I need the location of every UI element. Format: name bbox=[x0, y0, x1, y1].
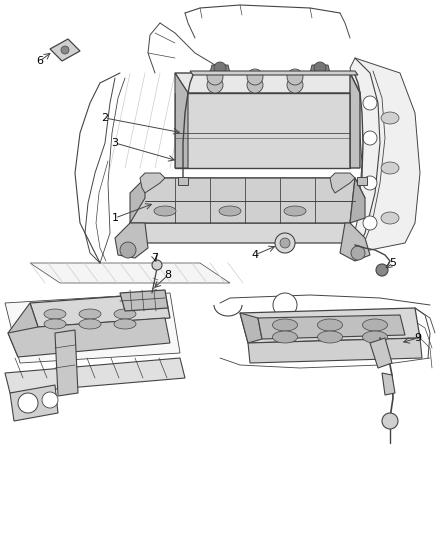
Circle shape bbox=[247, 69, 263, 85]
Circle shape bbox=[314, 62, 326, 74]
Polygon shape bbox=[50, 39, 80, 61]
Ellipse shape bbox=[363, 319, 388, 331]
Polygon shape bbox=[190, 71, 358, 75]
Polygon shape bbox=[175, 73, 188, 168]
Polygon shape bbox=[370, 338, 392, 368]
Text: 9: 9 bbox=[414, 333, 421, 343]
Circle shape bbox=[351, 246, 365, 260]
Circle shape bbox=[363, 176, 377, 190]
Circle shape bbox=[207, 77, 223, 93]
Ellipse shape bbox=[381, 162, 399, 174]
Circle shape bbox=[207, 69, 223, 85]
Polygon shape bbox=[8, 303, 38, 357]
Ellipse shape bbox=[381, 212, 399, 224]
Polygon shape bbox=[240, 308, 420, 343]
Ellipse shape bbox=[79, 319, 101, 329]
Polygon shape bbox=[130, 178, 355, 223]
Text: 1: 1 bbox=[112, 213, 119, 223]
Circle shape bbox=[152, 260, 162, 270]
Circle shape bbox=[18, 393, 38, 413]
Polygon shape bbox=[145, 178, 365, 198]
Polygon shape bbox=[258, 315, 405, 339]
Circle shape bbox=[287, 69, 303, 85]
Circle shape bbox=[363, 96, 377, 110]
Polygon shape bbox=[5, 293, 180, 363]
Ellipse shape bbox=[284, 206, 306, 216]
Polygon shape bbox=[310, 65, 330, 73]
Polygon shape bbox=[8, 318, 170, 357]
Polygon shape bbox=[175, 93, 350, 168]
Polygon shape bbox=[10, 385, 58, 421]
Polygon shape bbox=[130, 178, 145, 223]
Ellipse shape bbox=[318, 319, 343, 331]
Polygon shape bbox=[240, 313, 262, 343]
Text: 6: 6 bbox=[36, 56, 43, 66]
Text: 2: 2 bbox=[102, 113, 109, 123]
Circle shape bbox=[247, 77, 263, 93]
Polygon shape bbox=[55, 330, 78, 396]
Circle shape bbox=[61, 46, 69, 54]
Circle shape bbox=[275, 233, 295, 253]
Circle shape bbox=[363, 216, 377, 230]
Polygon shape bbox=[382, 373, 395, 395]
Ellipse shape bbox=[154, 206, 176, 216]
Ellipse shape bbox=[272, 331, 297, 343]
Polygon shape bbox=[120, 290, 168, 311]
Ellipse shape bbox=[114, 319, 136, 329]
Polygon shape bbox=[340, 223, 370, 261]
Ellipse shape bbox=[79, 309, 101, 319]
Ellipse shape bbox=[381, 112, 399, 124]
Ellipse shape bbox=[219, 206, 241, 216]
Circle shape bbox=[214, 62, 226, 74]
Text: 4: 4 bbox=[251, 250, 258, 260]
Polygon shape bbox=[350, 178, 365, 223]
Polygon shape bbox=[130, 223, 365, 243]
Circle shape bbox=[363, 131, 377, 145]
Text: 8: 8 bbox=[164, 270, 172, 280]
Text: 7: 7 bbox=[152, 253, 159, 263]
Polygon shape bbox=[350, 73, 360, 168]
Ellipse shape bbox=[363, 331, 388, 343]
Circle shape bbox=[280, 238, 290, 248]
Circle shape bbox=[273, 293, 297, 317]
Ellipse shape bbox=[44, 319, 66, 329]
Polygon shape bbox=[175, 73, 360, 93]
Ellipse shape bbox=[114, 309, 136, 319]
Polygon shape bbox=[178, 177, 188, 185]
Polygon shape bbox=[248, 338, 422, 363]
Circle shape bbox=[42, 392, 58, 408]
Polygon shape bbox=[30, 263, 230, 283]
Ellipse shape bbox=[44, 309, 66, 319]
Ellipse shape bbox=[318, 331, 343, 343]
Circle shape bbox=[120, 242, 136, 258]
Polygon shape bbox=[330, 173, 355, 193]
Polygon shape bbox=[5, 358, 185, 393]
Polygon shape bbox=[210, 65, 230, 73]
Circle shape bbox=[287, 77, 303, 93]
Circle shape bbox=[382, 413, 398, 429]
Polygon shape bbox=[30, 293, 170, 327]
Circle shape bbox=[376, 264, 388, 276]
Polygon shape bbox=[115, 223, 148, 258]
Ellipse shape bbox=[272, 319, 297, 331]
Text: 5: 5 bbox=[389, 258, 396, 268]
Polygon shape bbox=[140, 173, 165, 193]
Text: 3: 3 bbox=[112, 138, 119, 148]
Polygon shape bbox=[357, 177, 367, 185]
Polygon shape bbox=[350, 58, 420, 253]
